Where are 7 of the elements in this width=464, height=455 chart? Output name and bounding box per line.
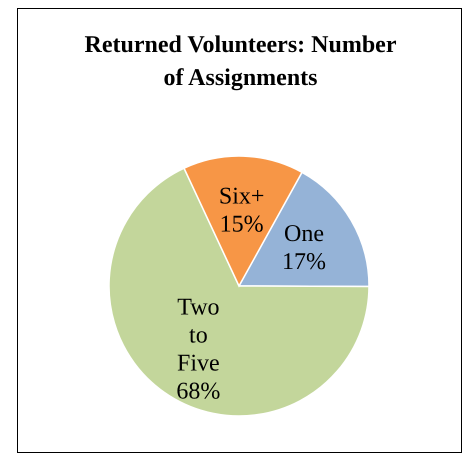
slice-label: Two to Five [177,294,220,377]
slice-label: Six+ [218,184,264,210]
data-label: 68% [176,378,220,405]
chart-title: Returned Volunteers: Number of Assignments [84,31,398,93]
data-label: 15% [220,212,264,238]
data-label: 17% [282,248,326,275]
slice-label: One [284,220,324,247]
